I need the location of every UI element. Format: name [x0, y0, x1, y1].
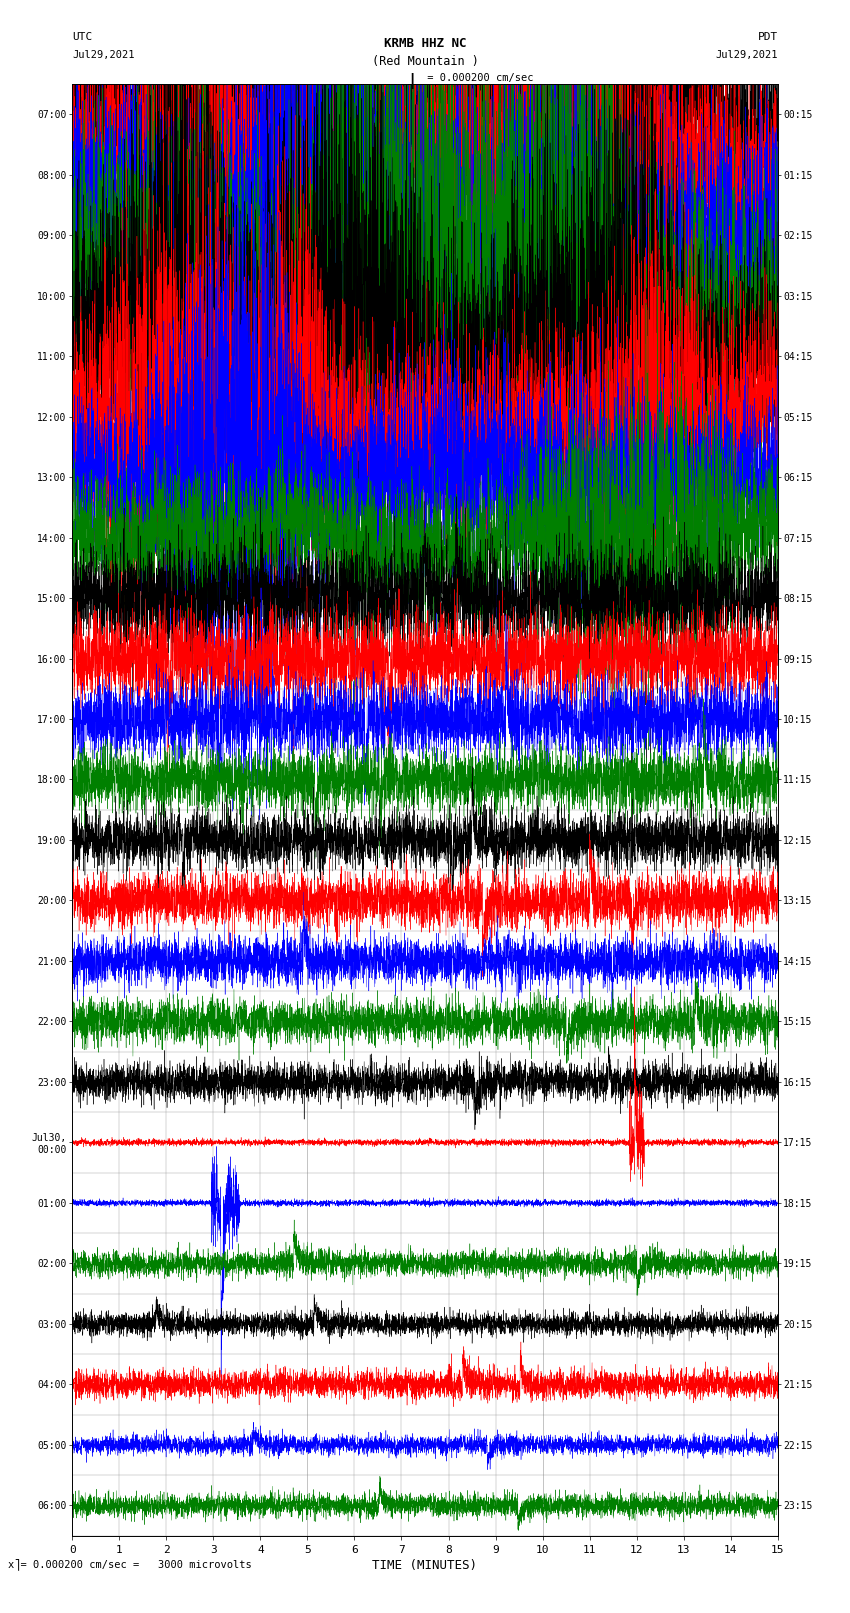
- Text: KRMB HHZ NC: KRMB HHZ NC: [383, 37, 467, 50]
- Text: (Red Mountain ): (Red Mountain ): [371, 55, 479, 68]
- Text: Jul29,2021: Jul29,2021: [715, 50, 778, 60]
- Text: = 0.000200 cm/sec: = 0.000200 cm/sec: [421, 73, 533, 82]
- Text: Jul29,2021: Jul29,2021: [72, 50, 135, 60]
- Text: PDT: PDT: [757, 32, 778, 42]
- Text: UTC: UTC: [72, 32, 93, 42]
- Text: |: |: [408, 73, 416, 89]
- Text: x⎤= 0.000200 cm/sec =   3000 microvolts: x⎤= 0.000200 cm/sec = 3000 microvolts: [8, 1558, 252, 1569]
- X-axis label: TIME (MINUTES): TIME (MINUTES): [372, 1558, 478, 1571]
